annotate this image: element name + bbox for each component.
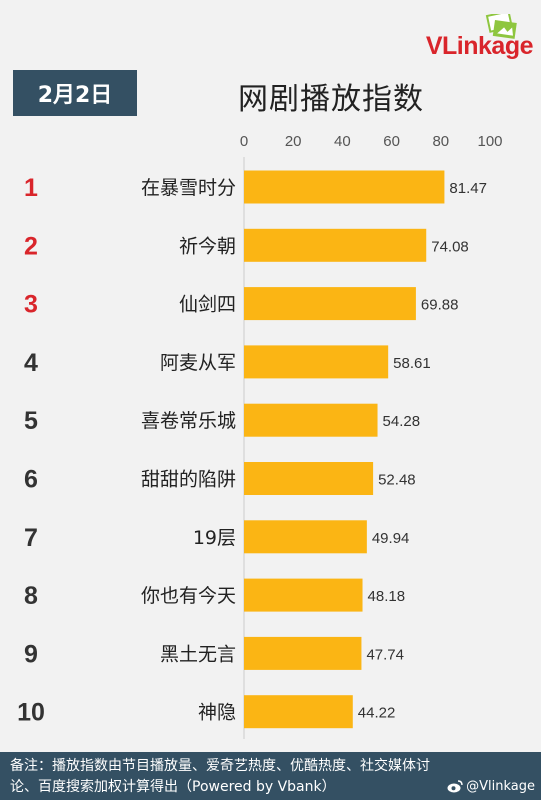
rank-number: 2 (24, 232, 38, 260)
x-tick-label: 40 (334, 133, 351, 150)
logo-cards-icon (485, 14, 517, 39)
watermark-text: @Vlinkage (466, 779, 535, 794)
footer-line-1: 备注：播放指数由节目播放量、爱奇艺热度、优酷热度、社交媒体讨 (10, 758, 430, 774)
brand-name: VLinkage (425, 32, 534, 60)
bar (244, 636, 362, 670)
x-tick-label: 80 (432, 133, 449, 150)
bar (244, 462, 374, 495)
category-label: 阿麦从军 (160, 352, 236, 374)
category-label: 甜甜的陷阱 (141, 469, 236, 491)
bar (244, 345, 389, 379)
bar (244, 403, 378, 437)
x-tick-label: 100 (477, 133, 502, 150)
category-label: 祈今朝 (179, 235, 236, 257)
data-label: 52.48 (378, 472, 416, 489)
category-label: 黑土无言 (160, 643, 236, 665)
bar (244, 170, 445, 204)
data-label: 74.08 (431, 238, 469, 255)
data-label: 81.47 (449, 180, 487, 197)
rank-number: 9 (24, 640, 38, 668)
weibo-icon (447, 780, 463, 793)
footer-line-2: 论、百度搜索加权计算得出（Powered by Vbank） (10, 779, 336, 795)
rank-number: 8 (24, 582, 38, 610)
data-label: 44.22 (358, 705, 396, 722)
bar (244, 228, 427, 262)
category-label: 在暴雪时分 (141, 177, 236, 199)
data-label: 54.28 (383, 413, 421, 430)
category-label: 神隐 (198, 702, 236, 724)
rank-number: 3 (24, 291, 38, 319)
bar (244, 578, 363, 612)
x-tick-label: 0 (240, 133, 248, 150)
page-title: 网剧播放指数 (238, 82, 424, 117)
category-label: 仙剑四 (179, 294, 236, 316)
bar (244, 695, 353, 729)
rank-number: 1 (24, 174, 38, 202)
rank-number: 5 (24, 407, 38, 435)
rank-number: 4 (24, 349, 38, 377)
bar (244, 520, 367, 554)
bar-chart: 0 20 40 60 80 100 1 在暴雪时分 81.47 2 祈今朝 74.08 3 仙剑四 69.8… (17, 133, 503, 739)
vlinkage-logo: VLinkage (403, 14, 534, 64)
x-tick-label: 60 (383, 133, 400, 150)
category-label: 19层 (193, 527, 236, 549)
rank-number: 7 (24, 524, 38, 552)
footer-note: 备注：播放指数由节目播放量、爱奇艺热度、优酷热度、社交媒体讨 论、百度搜索加权计… (0, 752, 541, 800)
data-label: 58.61 (393, 355, 431, 372)
data-label: 47.74 (366, 646, 404, 663)
data-label: 69.88 (421, 297, 459, 314)
bar (244, 287, 416, 321)
category-label: 你也有今天 (141, 585, 236, 607)
category-label: 喜卷常乐城 (141, 410, 236, 432)
rank-number: 6 (24, 466, 38, 494)
data-label: 48.18 (368, 588, 406, 605)
data-label: 49.94 (372, 530, 410, 547)
x-tick-label: 20 (285, 133, 302, 150)
date-badge: 2月2日 (13, 70, 137, 116)
weibo-watermark: @Vlinkage (447, 776, 535, 797)
rank-number: 10 (17, 699, 45, 727)
